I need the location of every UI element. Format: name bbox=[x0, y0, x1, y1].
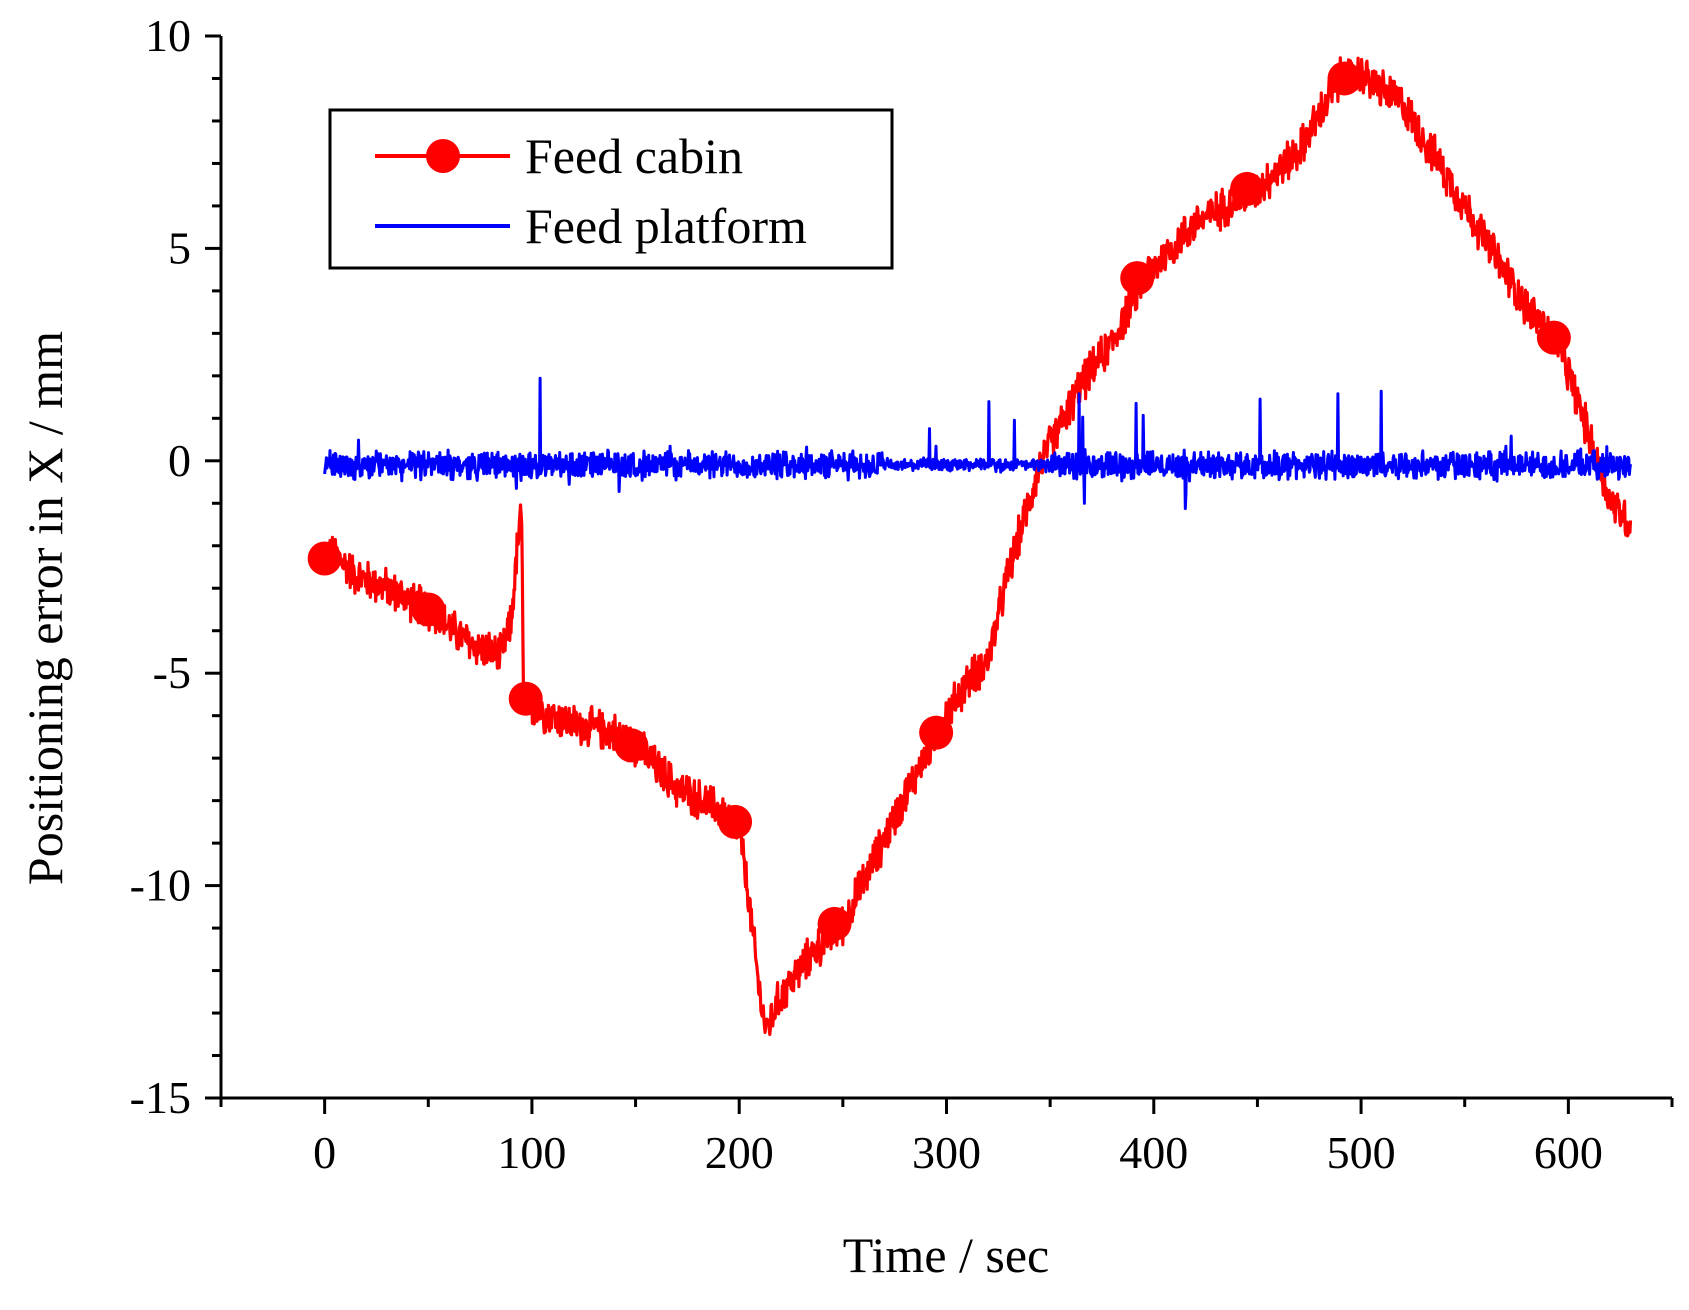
data-point-feed-cabin bbox=[817, 906, 852, 941]
y-tick-label: 5 bbox=[168, 222, 191, 273]
x-tick-label: 0 bbox=[313, 1127, 336, 1178]
series-layer bbox=[323, 56, 1633, 1037]
y-tick-label: 10 bbox=[145, 10, 191, 61]
legend-box bbox=[328, 108, 894, 270]
x-tick-label: 400 bbox=[1119, 1127, 1188, 1178]
data-point-feed-cabin bbox=[307, 541, 342, 576]
y-axis-title: Positioning error in X / mm bbox=[17, 331, 73, 885]
x-tick-label: 500 bbox=[1327, 1127, 1396, 1178]
x-tick-label: 300 bbox=[912, 1127, 981, 1178]
legend-marker-feed-cabin bbox=[426, 139, 460, 173]
x-axis-title: Time / sec bbox=[843, 1227, 1050, 1283]
data-point-feed-cabin bbox=[1230, 171, 1265, 206]
data-point-feed-cabin bbox=[1120, 261, 1155, 296]
data-point-feed-cabin bbox=[508, 681, 543, 716]
y-tick-label: -15 bbox=[130, 1072, 191, 1123]
data-point-feed-cabin bbox=[1327, 61, 1362, 96]
data-point-feed-cabin bbox=[1536, 320, 1571, 355]
data-point-feed-cabin bbox=[614, 728, 649, 763]
data-point-feed-cabin bbox=[411, 592, 446, 627]
x-tick-label: 200 bbox=[705, 1127, 774, 1178]
series-line-feed-cabin bbox=[323, 56, 1633, 1037]
y-tick-label: -5 bbox=[153, 647, 191, 698]
x-tick-label: 600 bbox=[1534, 1127, 1603, 1178]
legend: Feed cabin Feed platform bbox=[328, 108, 894, 270]
y-tick-label: 0 bbox=[168, 435, 191, 486]
series-line-feed-platform bbox=[323, 376, 1632, 510]
data-point-feed-cabin bbox=[919, 715, 954, 750]
legend-label-feed-cabin: Feed cabin bbox=[525, 128, 743, 184]
x-tick-label: 100 bbox=[497, 1127, 566, 1178]
legend-label-feed-platform: Feed platform bbox=[525, 198, 807, 254]
y-tick-label: -10 bbox=[130, 860, 191, 911]
data-point-feed-cabin bbox=[718, 804, 753, 839]
marker-layer bbox=[307, 61, 1571, 941]
axis-layer: 10 5 0 -5 -10 -15 0 100 200 300 400 500 600 bbox=[130, 10, 1674, 1178]
